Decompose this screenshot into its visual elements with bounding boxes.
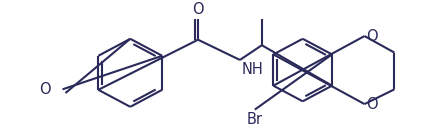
Text: NH: NH xyxy=(242,62,264,77)
Text: Br: Br xyxy=(247,112,263,127)
Text: O: O xyxy=(192,2,204,17)
Text: O: O xyxy=(39,82,51,97)
Text: O: O xyxy=(366,29,378,44)
Text: O: O xyxy=(366,97,378,112)
